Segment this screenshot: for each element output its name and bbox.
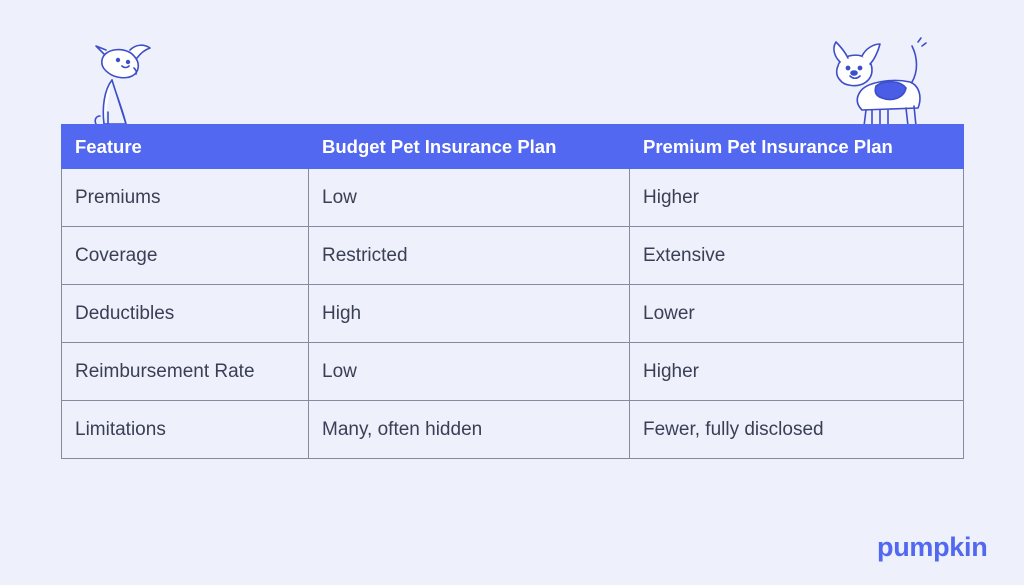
premium-cell: Higher <box>629 168 964 227</box>
table-row: Limitations Many, often hidden Fewer, fu… <box>61 400 964 459</box>
budget-cell: Low <box>308 168 630 227</box>
table-row: Coverage Restricted Extensive <box>61 226 964 285</box>
feature-cell: Coverage <box>61 226 309 285</box>
table-row: Premiums Low Higher <box>61 168 964 227</box>
table-row: Deductibles High Lower <box>61 284 964 343</box>
column-header-budget-plan: Budget Pet Insurance Plan <box>308 124 630 169</box>
feature-cell: Deductibles <box>61 284 309 343</box>
feature-cell: Reimbursement Rate <box>61 342 309 401</box>
premium-cell: Extensive <box>629 226 964 285</box>
budget-cell: Low <box>308 342 630 401</box>
pumpkin-logo: pumpkin <box>877 532 988 562</box>
comparison-table: Feature Budget Pet Insurance Plan Premiu… <box>61 124 964 459</box>
feature-cell: Premiums <box>61 168 309 227</box>
premium-cell: Fewer, fully disclosed <box>629 400 964 459</box>
budget-cell: Restricted <box>308 226 630 285</box>
feature-cell: Limitations <box>61 400 309 459</box>
walking-dog-illustration <box>833 37 927 127</box>
budget-cell: Many, often hidden <box>308 400 630 459</box>
table-header-row: Feature Budget Pet Insurance Plan Premiu… <box>61 124 964 169</box>
column-header-feature: Feature <box>61 124 309 169</box>
column-header-premium-plan: Premium Pet Insurance Plan <box>629 124 964 169</box>
sitting-dog-illustration <box>94 44 151 125</box>
premium-cell: Higher <box>629 342 964 401</box>
premium-cell: Lower <box>629 284 964 343</box>
table-row: Reimbursement Rate Low Higher <box>61 342 964 401</box>
budget-cell: High <box>308 284 630 343</box>
